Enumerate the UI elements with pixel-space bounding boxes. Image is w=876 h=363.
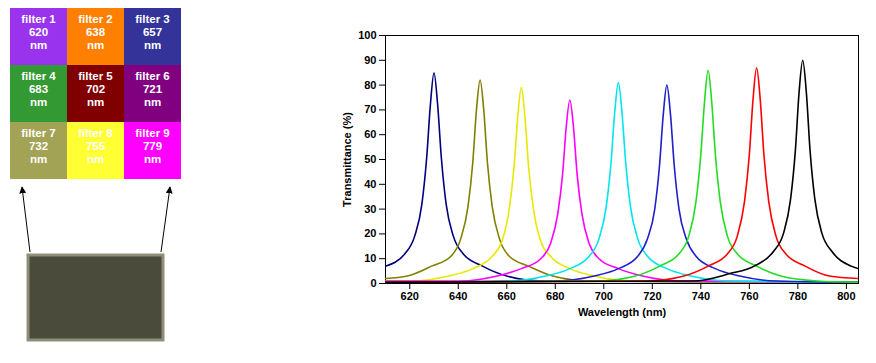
svg-text:nm: nm bbox=[144, 39, 161, 51]
svg-text:657: 657 bbox=[143, 26, 162, 38]
svg-text:780: 780 bbox=[789, 290, 807, 302]
svg-text:680: 680 bbox=[546, 290, 564, 302]
svg-text:800: 800 bbox=[837, 290, 855, 302]
svg-text:30: 30 bbox=[364, 203, 376, 215]
svg-text:nm: nm bbox=[30, 153, 47, 165]
svg-text:nm: nm bbox=[87, 153, 104, 165]
svg-text:720: 720 bbox=[643, 290, 661, 302]
svg-text:70: 70 bbox=[364, 103, 376, 115]
svg-text:40: 40 bbox=[364, 178, 376, 190]
svg-text:755: 755 bbox=[86, 140, 106, 152]
svg-text:640: 640 bbox=[449, 290, 467, 302]
svg-text:683: 683 bbox=[29, 83, 48, 95]
svg-text:filter 8: filter 8 bbox=[78, 127, 113, 139]
svg-text:20: 20 bbox=[364, 227, 376, 239]
svg-text:90: 90 bbox=[364, 54, 376, 66]
svg-text:filter 1: filter 1 bbox=[21, 13, 56, 25]
svg-text:80: 80 bbox=[364, 79, 376, 91]
svg-text:filter 2: filter 2 bbox=[78, 13, 113, 25]
svg-text:filter 3: filter 3 bbox=[135, 13, 170, 25]
svg-text:50: 50 bbox=[364, 153, 376, 165]
svg-text:702: 702 bbox=[86, 83, 105, 95]
svg-text:Transmittance (%): Transmittance (%) bbox=[341, 112, 353, 207]
svg-text:638: 638 bbox=[86, 26, 106, 38]
svg-text:filter 9: filter 9 bbox=[135, 127, 170, 139]
svg-text:732: 732 bbox=[29, 140, 48, 152]
svg-text:nm: nm bbox=[30, 39, 47, 51]
svg-text:nm: nm bbox=[30, 96, 47, 108]
svg-text:760: 760 bbox=[740, 290, 758, 302]
svg-text:filter 4: filter 4 bbox=[21, 70, 56, 82]
svg-text:60: 60 bbox=[364, 128, 376, 140]
svg-text:620: 620 bbox=[29, 26, 48, 38]
svg-text:700: 700 bbox=[595, 290, 613, 302]
svg-text:nm: nm bbox=[144, 153, 161, 165]
svg-text:721: 721 bbox=[143, 83, 163, 95]
svg-text:0: 0 bbox=[370, 277, 376, 289]
svg-text:10: 10 bbox=[364, 252, 376, 264]
svg-text:nm: nm bbox=[87, 96, 104, 108]
svg-text:100: 100 bbox=[358, 29, 376, 41]
svg-text:filter 7: filter 7 bbox=[21, 127, 56, 139]
svg-text:620: 620 bbox=[401, 290, 419, 302]
svg-text:nm: nm bbox=[144, 96, 161, 108]
svg-text:Wavelength (nm): Wavelength (nm) bbox=[578, 306, 667, 318]
svg-text:779: 779 bbox=[143, 140, 162, 152]
svg-text:filter 5: filter 5 bbox=[78, 70, 113, 82]
svg-text:660: 660 bbox=[498, 290, 516, 302]
svg-text:740: 740 bbox=[692, 290, 710, 302]
svg-text:filter 6: filter 6 bbox=[135, 70, 170, 82]
svg-text:nm: nm bbox=[87, 39, 104, 51]
